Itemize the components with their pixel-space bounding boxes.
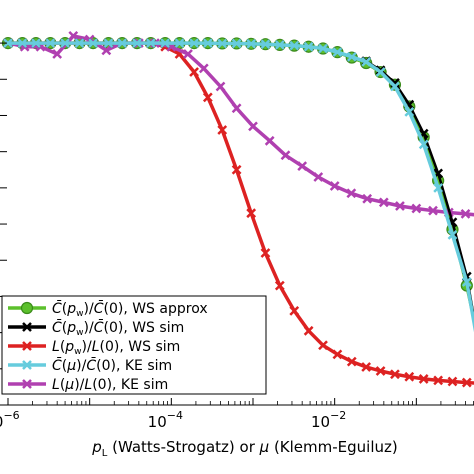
data-point [74, 38, 85, 48]
data-point [404, 106, 415, 117]
data-point [60, 38, 70, 48]
data-point [17, 38, 28, 48]
data-point [318, 340, 328, 351]
x-tick-label: 10−2 [311, 409, 346, 431]
data-point [264, 135, 275, 146]
data-point [217, 125, 228, 135]
data-point [404, 371, 415, 382]
data-point [447, 230, 458, 240]
data-point [3, 38, 13, 48]
data-point [361, 57, 372, 67]
data-point [361, 362, 372, 372]
data-point [117, 38, 128, 48]
data-point [248, 121, 258, 132]
data-point [332, 349, 343, 360]
data-point [217, 38, 228, 49]
data-point [231, 103, 242, 114]
data-point [332, 47, 343, 58]
data-point [52, 49, 63, 59]
data-point [418, 374, 429, 384]
axes: 10−6 10−4 10−2 pL (Watts-Strogatz) or μ (Kl… [0, 42, 474, 459]
data-point [346, 51, 357, 62]
data-point [303, 325, 314, 336]
data-point [378, 197, 389, 208]
legend-label: C̄(μ)/C̄(0), KE sim [52, 356, 172, 374]
data-point [329, 181, 340, 191]
data-point [318, 43, 328, 54]
data-point [103, 38, 114, 48]
legend-marker [22, 379, 32, 389]
data-point [461, 377, 472, 388]
legend-marker [22, 341, 32, 351]
x-tick-label: 10−6 [0, 409, 20, 431]
plot-area [1, 30, 474, 388]
data-point [274, 280, 285, 291]
series-3 [3, 38, 474, 333]
legend-entry-3: C̄(μ)/C̄(0), KE sim [8, 356, 172, 374]
data-point [375, 366, 386, 376]
data-point [260, 39, 271, 50]
legend-label: L(pw)/L(0), WS sim [52, 339, 180, 357]
data-point [390, 81, 400, 92]
data-point [346, 356, 357, 367]
data-point [362, 193, 373, 204]
data-point [183, 49, 193, 59]
data-point [101, 45, 112, 56]
data-point [303, 41, 314, 52]
data-point [289, 306, 300, 316]
legend-entry-2: L(pw)/L(0), WS sim [8, 339, 180, 357]
legend-label: C̄(pw)/C̄(0), WS approx [52, 299, 208, 319]
series-4 [3, 30, 474, 219]
data-point [411, 203, 422, 214]
data-point [346, 188, 357, 199]
data-point [160, 38, 171, 48]
data-point [395, 201, 405, 211]
legend-marker [22, 360, 32, 370]
data-point [189, 67, 199, 77]
legend-marker [22, 322, 32, 332]
legend-label: L(μ)/L(0), KE sim [52, 377, 168, 393]
x-axis-title: pL (Watts-Strogatz) or μ (Klemm-Eguiluz) [91, 438, 398, 459]
x-tick-label: 10−4 [148, 409, 183, 431]
data-point [31, 38, 41, 48]
legend-entry-4: L(μ)/L(0), KE sim [8, 377, 168, 393]
data-point [418, 139, 429, 150]
data-point [460, 209, 471, 219]
data-point [68, 30, 79, 41]
data-point [174, 38, 185, 48]
data-point [202, 92, 213, 103]
data-point [289, 40, 300, 51]
data-point [274, 40, 285, 50]
data-point [246, 208, 257, 219]
data-point [231, 164, 242, 175]
series-line [7, 34, 474, 217]
data-point [246, 38, 257, 49]
legend-marker [20, 301, 34, 315]
data-point [189, 38, 199, 48]
data-point [313, 172, 324, 182]
data-point [215, 81, 226, 92]
data-point [280, 150, 291, 161]
legend-label: C̄(pw)/C̄(0), WS sim [52, 318, 184, 338]
data-point [433, 375, 444, 386]
data-point [132, 38, 142, 48]
data-point [447, 376, 458, 387]
data-point [231, 38, 242, 49]
data-point [297, 161, 308, 172]
legend-entry-0: C̄(pw)/C̄(0), WS approx [8, 299, 208, 319]
data-point [88, 38, 98, 48]
data-point [428, 205, 438, 216]
legend-entry-1: C̄(pw)/C̄(0), WS sim [8, 318, 184, 338]
data-point [390, 369, 400, 380]
data-point [202, 38, 213, 48]
data-point [145, 38, 156, 48]
data-point [260, 248, 271, 258]
data-point [433, 182, 444, 193]
data-point [198, 63, 209, 74]
data-point [375, 67, 386, 77]
data-point [45, 38, 56, 48]
data-point [461, 277, 472, 287]
